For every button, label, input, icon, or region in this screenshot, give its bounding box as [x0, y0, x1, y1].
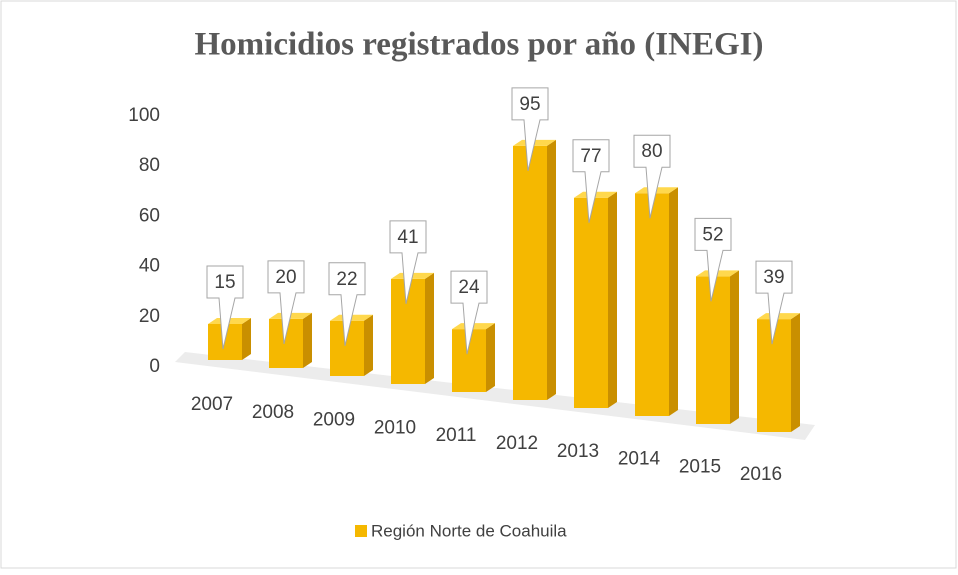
x-tick-label: 2013 [557, 441, 599, 462]
bar [574, 191, 617, 408]
y-tick-label: 60 [139, 205, 160, 226]
bar [269, 312, 312, 368]
y-tick-label: 20 [139, 306, 160, 327]
x-tick-label: 2016 [740, 464, 782, 485]
legend-label: Región Norte de Coahuila [371, 521, 567, 540]
bar-face [547, 139, 556, 400]
bar-face [364, 314, 373, 376]
bar-face [391, 278, 425, 384]
data-label: 80 [641, 141, 662, 162]
bar-face [303, 312, 312, 368]
data-label-box [633, 134, 671, 219]
y-tick-label: 40 [139, 256, 160, 277]
data-label-box [328, 262, 366, 346]
bar-face [513, 145, 547, 400]
bar-face [574, 197, 608, 408]
legend-swatch [355, 525, 367, 537]
bar [635, 187, 678, 416]
bar-face [757, 319, 791, 432]
y-tick-label: 100 [128, 105, 160, 126]
data-label-box [267, 260, 305, 345]
bar-face [269, 318, 303, 368]
data-label: 24 [458, 277, 480, 298]
bar-face [608, 191, 617, 408]
x-tick-label: 2010 [374, 417, 416, 438]
data-label: 77 [580, 146, 601, 167]
bar-face [696, 276, 730, 424]
data-label: 20 [275, 267, 296, 288]
data-label-box [694, 217, 732, 302]
bar [208, 318, 251, 360]
data-label-box [450, 270, 488, 355]
x-tick-label: 2015 [679, 456, 721, 477]
bar-face [635, 193, 669, 416]
bar [452, 323, 495, 392]
data-label-box [206, 265, 244, 350]
bar [513, 139, 556, 400]
bar [330, 314, 373, 376]
data-label-box [389, 220, 427, 304]
data-label: 95 [519, 94, 540, 115]
x-tick-label: 2011 [436, 425, 477, 446]
chart-title: Homicidios registrados por año (INEGI) [195, 27, 764, 63]
data-label-box [755, 260, 793, 345]
bar-face [330, 320, 364, 376]
data-label: 22 [336, 269, 357, 290]
bar-face [242, 318, 251, 360]
bar-face [791, 313, 800, 432]
bar-face [669, 187, 678, 416]
x-tick-label: 2007 [191, 394, 233, 415]
data-label: 52 [702, 224, 723, 245]
data-label: 39 [763, 267, 784, 288]
bar-face [452, 329, 486, 392]
x-tick-label: 2014 [618, 449, 661, 470]
data-label-box [572, 139, 610, 223]
x-tick-label: 2012 [496, 433, 538, 454]
y-tick-label: 80 [139, 155, 160, 176]
data-label: 41 [397, 227, 418, 248]
y-tick-label: 0 [149, 356, 160, 377]
bar-face [730, 270, 739, 424]
x-tick-label: 2008 [252, 402, 294, 423]
data-label: 15 [214, 272, 235, 293]
x-tick-label: 2009 [313, 410, 355, 431]
bar [757, 313, 800, 432]
bar [696, 270, 739, 424]
bar-face [486, 323, 495, 392]
bar [391, 272, 434, 384]
data-label-box [511, 87, 549, 171]
bar-face [425, 272, 434, 384]
